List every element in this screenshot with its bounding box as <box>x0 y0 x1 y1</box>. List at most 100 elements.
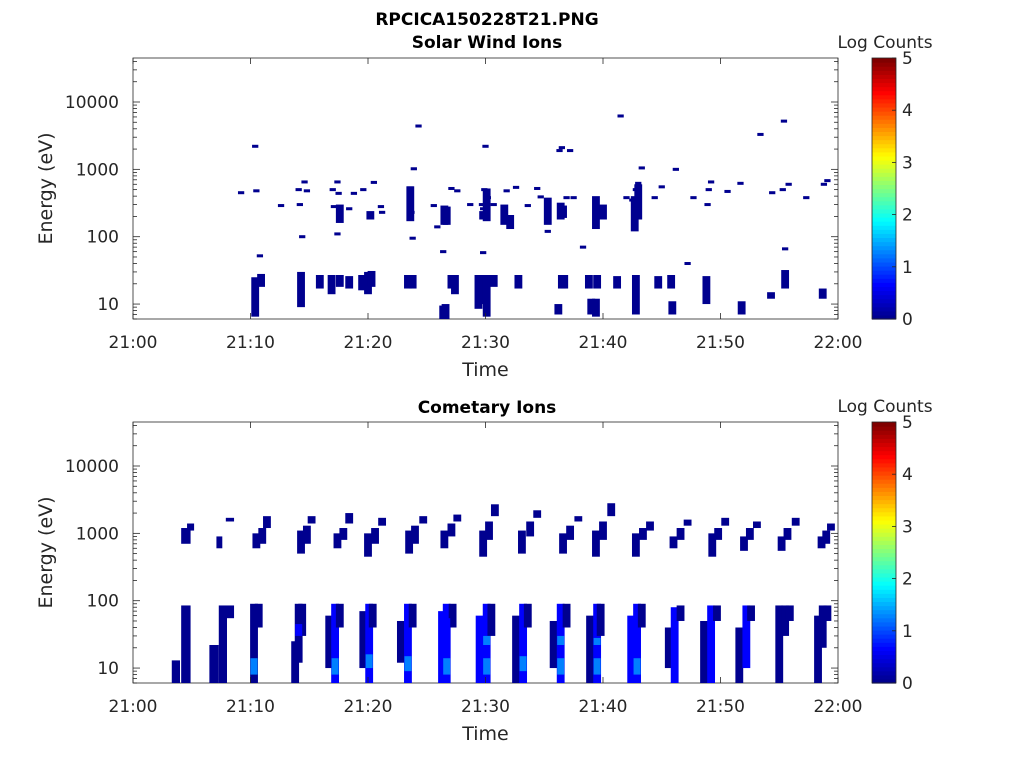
heatmap-dot <box>707 180 715 184</box>
heatmap-streak <box>742 605 751 669</box>
colorbar-tick-label: 0 <box>902 674 913 694</box>
heatmap-streak <box>593 275 602 289</box>
colorbar-swatch <box>872 74 896 79</box>
colorbar-swatch <box>872 523 896 529</box>
heatmap-streak <box>817 536 826 549</box>
heatmap-streak <box>396 620 405 663</box>
heatmap-dot <box>440 250 447 254</box>
heatmap-dot <box>334 180 341 184</box>
heatmap-dot <box>430 204 437 208</box>
heatmap-streak <box>823 605 832 621</box>
heatmap-dot <box>737 181 744 185</box>
x-tick-label: 21:00 <box>109 333 158 353</box>
colorbar-swatch <box>872 70 896 75</box>
heatmap-dot <box>705 188 712 192</box>
heatmap-streak <box>676 528 685 540</box>
heatmap-streak <box>574 516 583 522</box>
colorbar-frame <box>871 421 897 684</box>
heatmap-streak <box>523 603 532 628</box>
x-tick-label: 22:00 <box>814 697 863 717</box>
colorbar-swatch <box>872 62 896 67</box>
x-tick-label: 21:40 <box>579 697 628 717</box>
heatmap-streak <box>408 603 417 628</box>
colorbar-swatch <box>872 479 896 484</box>
colorbar-swatch <box>872 576 896 582</box>
heatmap-streak <box>713 605 721 621</box>
colorbar-swatch <box>872 278 896 283</box>
colorbar-tick-label: 3 <box>902 517 913 537</box>
heatmap-highlight <box>593 637 601 645</box>
colorbar-swatch <box>872 544 896 550</box>
cometary-ions-panel: 21:00 21:10 21:20 21:30 21:40 21:50 22:0010100… <box>35 397 933 745</box>
colorbar-swatch <box>872 572 896 578</box>
heatmap-streak <box>714 528 723 540</box>
heatmap-dot <box>629 198 636 202</box>
y-tick-label: 10 <box>97 659 119 679</box>
bottom-panel-title: Cometary Ions <box>418 398 557 418</box>
heatmap-streak <box>487 603 496 636</box>
heatmap-highlight <box>250 658 258 675</box>
colorbar-swatch <box>872 462 896 468</box>
heatmap-dot <box>408 210 415 214</box>
heatmap-dot <box>482 144 489 148</box>
heatmap-streak <box>442 603 451 683</box>
colorbar-swatch <box>872 200 896 206</box>
colorbar-tick-label: 4 <box>902 101 913 121</box>
heatmap-dot <box>448 186 455 190</box>
heatmap-streak <box>335 603 344 628</box>
heatmap-streak <box>506 215 515 230</box>
colorbar-swatch <box>872 466 896 472</box>
heatmap-streak <box>777 536 786 551</box>
heatmap-streak <box>814 615 822 683</box>
heatmap-dot <box>704 203 711 207</box>
heatmap-dot <box>467 203 474 207</box>
heatmap-streak <box>613 276 622 289</box>
heatmap-dot <box>253 189 260 193</box>
colorbar-swatch <box>872 221 896 226</box>
colorbar-label: Log Counts <box>837 397 932 417</box>
heatmap-dot <box>360 188 367 192</box>
x-tick-label: 21:20 <box>344 697 393 717</box>
heatmap-streak <box>451 275 459 295</box>
colorbar-swatch <box>872 94 896 100</box>
heatmap-streak <box>737 301 746 315</box>
heatmap-streak <box>592 298 600 317</box>
heatmap-streak <box>554 304 563 315</box>
heatmap-dot <box>534 186 541 190</box>
heatmap-streak <box>586 615 594 683</box>
heatmap-streak <box>325 615 334 669</box>
heatmap-streak <box>818 605 827 648</box>
colorbar-swatch <box>872 306 896 312</box>
heatmap-streak <box>441 304 450 319</box>
colorbar-swatch <box>872 106 896 112</box>
colorbar-swatch <box>872 261 896 267</box>
heatmap-dot <box>635 181 642 185</box>
colorbar-swatch <box>872 188 896 194</box>
heatmap-streak <box>667 275 676 289</box>
colorbar-swatch <box>872 605 896 611</box>
heatmap-highlight <box>483 658 491 675</box>
heatmap-streak <box>345 276 354 289</box>
heatmap-dot <box>757 132 764 136</box>
colorbar-swatch <box>872 204 896 210</box>
colorbar-swatch <box>872 519 896 525</box>
heatmap-streak <box>359 611 368 669</box>
heatmap-streak <box>592 530 600 557</box>
heatmap-dot <box>658 185 665 189</box>
colorbar-swatch <box>872 225 896 230</box>
colorbar-swatch <box>872 621 896 627</box>
heatmap-streak <box>519 603 528 683</box>
heatmap-dot <box>256 254 264 258</box>
heatmap-streak <box>442 206 451 225</box>
colorbar-swatch <box>872 560 896 566</box>
heatmap-streak <box>566 525 575 540</box>
heatmap-streak <box>533 510 542 518</box>
heatmap-dot <box>617 114 624 118</box>
colorbar-swatch <box>872 127 896 133</box>
heatmap-streak <box>251 277 260 317</box>
colorbar-tick-label: 1 <box>902 622 913 642</box>
colorbar-swatch <box>872 564 896 570</box>
colorbar-swatch <box>872 670 896 676</box>
heatmap-dot <box>296 203 303 207</box>
heatmap-streak <box>447 523 456 537</box>
